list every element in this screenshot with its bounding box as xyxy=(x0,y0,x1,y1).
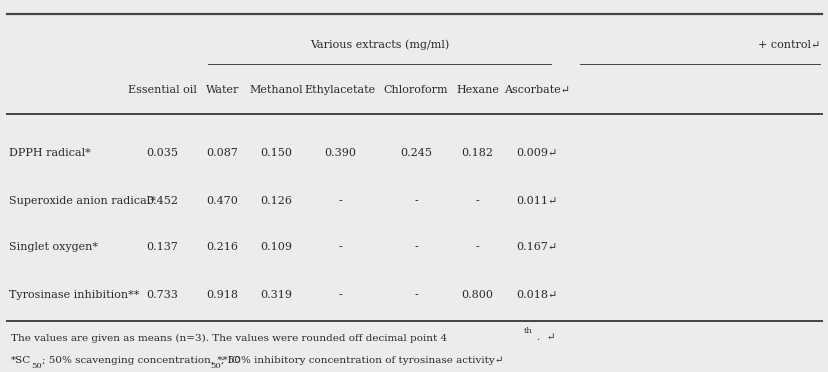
Text: 0.150: 0.150 xyxy=(260,148,292,158)
Text: -: - xyxy=(338,242,341,252)
Text: 0.126: 0.126 xyxy=(260,196,292,206)
Text: + control↵: + control↵ xyxy=(757,40,819,50)
Text: 50: 50 xyxy=(31,362,42,370)
Text: 0.109: 0.109 xyxy=(260,242,292,252)
Text: Hexane: Hexane xyxy=(455,85,498,94)
Text: -: - xyxy=(475,196,479,206)
Text: 0.011↵: 0.011↵ xyxy=(516,196,557,206)
Text: Ethylacetate: Ethylacetate xyxy=(304,85,375,94)
Text: -: - xyxy=(414,196,417,206)
Text: DPPH radical*: DPPH radical* xyxy=(9,148,90,158)
Text: Chloroform: Chloroform xyxy=(383,85,448,94)
Text: 0.800: 0.800 xyxy=(461,290,493,300)
Text: 0.137: 0.137 xyxy=(146,242,178,252)
Text: Singlet oxygen*: Singlet oxygen* xyxy=(9,242,98,252)
Text: 0.216: 0.216 xyxy=(206,242,238,252)
Text: ; 50% scavenging concentration, **IC: ; 50% scavenging concentration, **IC xyxy=(42,356,239,365)
Text: -: - xyxy=(414,290,417,300)
Text: Essential oil: Essential oil xyxy=(128,85,196,94)
Text: -: - xyxy=(338,290,341,300)
Text: ; 50% inhibitory concentration of tyrosinase activity↵: ; 50% inhibitory concentration of tyrosi… xyxy=(220,356,503,365)
Text: 0.018↵: 0.018↵ xyxy=(516,290,557,300)
Text: Water: Water xyxy=(205,85,239,94)
Text: -: - xyxy=(338,196,341,206)
Text: -: - xyxy=(475,242,479,252)
Text: 0.319: 0.319 xyxy=(260,290,292,300)
Text: 0.452: 0.452 xyxy=(146,196,178,206)
Text: Methanol: Methanol xyxy=(249,85,303,94)
Text: 0.182: 0.182 xyxy=(461,148,493,158)
Text: 0.009↵: 0.009↵ xyxy=(516,148,557,158)
Text: th: th xyxy=(523,327,532,335)
Text: Ascorbate↵: Ascorbate↵ xyxy=(503,85,570,94)
Text: 0.035: 0.035 xyxy=(146,148,178,158)
Text: 0.918: 0.918 xyxy=(206,290,238,300)
Text: 0.390: 0.390 xyxy=(324,148,355,158)
Text: *SC: *SC xyxy=(11,356,31,365)
Text: .  ↵: . ↵ xyxy=(537,333,555,343)
Text: 0.470: 0.470 xyxy=(206,196,238,206)
Text: Various extracts (mg/ml): Various extracts (mg/ml) xyxy=(310,40,449,51)
Text: 0.087: 0.087 xyxy=(206,148,238,158)
Text: -: - xyxy=(414,242,417,252)
Text: 0.733: 0.733 xyxy=(146,290,178,300)
Text: Superoxide anion radical*: Superoxide anion radical* xyxy=(9,196,156,206)
Text: 50: 50 xyxy=(209,362,220,370)
Text: 0.245: 0.245 xyxy=(400,148,431,158)
Text: The values are given as means (n=3). The values were rounded off decimal point 4: The values are given as means (n=3). The… xyxy=(11,333,446,343)
Text: Tyrosinase inhibition**: Tyrosinase inhibition** xyxy=(9,290,139,300)
Text: 0.167↵: 0.167↵ xyxy=(516,242,557,252)
